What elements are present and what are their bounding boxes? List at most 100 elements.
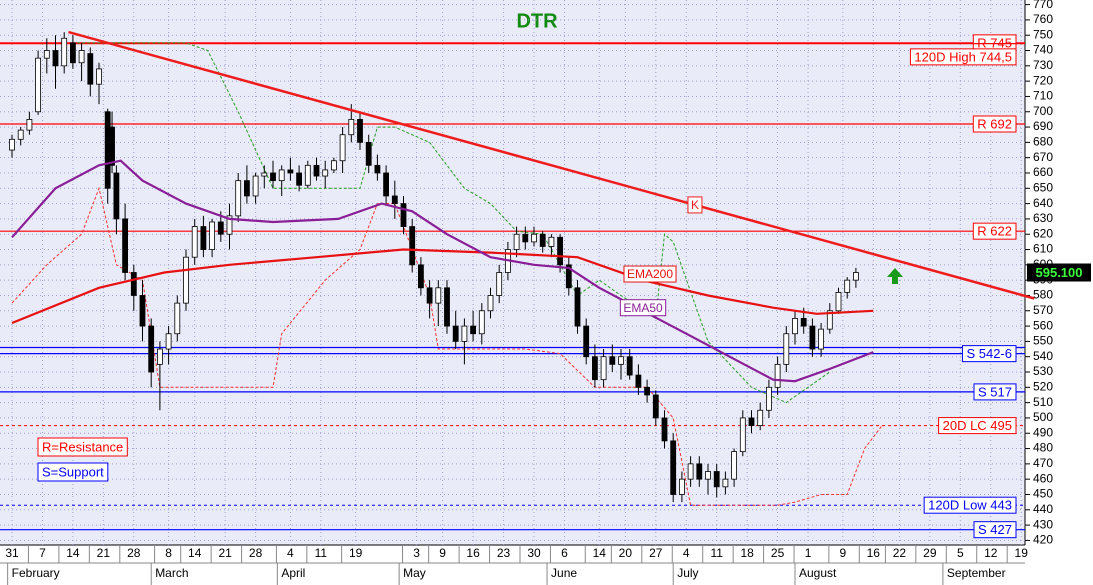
candle-body — [592, 356, 598, 381]
level-label-box — [972, 115, 1017, 133]
x-tick-label: 16 — [867, 546, 881, 560]
level-label: S 427 — [978, 522, 1012, 537]
y-tick-label: 640 — [1033, 196, 1053, 210]
candle-body — [374, 164, 381, 174]
x-tick-label: 7 — [39, 546, 46, 560]
candle-body — [618, 356, 624, 365]
legend-text: R=Resistance — [42, 439, 123, 454]
x-tick-label: 6 — [561, 546, 568, 560]
x-tick-label: 4 — [683, 546, 690, 560]
candle-body — [26, 119, 33, 131]
y-tick-label: 490 — [1033, 425, 1053, 439]
candle-body — [365, 141, 372, 166]
candle-body — [583, 325, 590, 358]
y-tick-label: 750 — [1033, 27, 1053, 41]
y-tick-label: 610 — [1033, 242, 1053, 256]
ma-line — [11, 159, 874, 383]
candle-body — [452, 325, 459, 342]
candle-body — [644, 386, 650, 396]
y-tick-label: 710 — [1033, 89, 1053, 103]
level-label-box — [973, 383, 1017, 401]
y-tick-label: 630 — [1033, 211, 1053, 225]
y-tick-label: 720 — [1033, 73, 1053, 87]
y-tick-label: 420 — [1033, 533, 1053, 547]
candle-body — [156, 348, 163, 365]
y-tick-label: 650 — [1033, 180, 1053, 194]
candle-body — [835, 292, 842, 312]
month-label: July — [677, 566, 698, 580]
candle-body — [513, 233, 520, 250]
month-label: May — [403, 566, 426, 580]
candle-body — [313, 164, 320, 177]
level-label: 20D LC 495 — [943, 418, 1012, 433]
y-tick-label: 770 — [1033, 0, 1053, 11]
trend-label: K — [691, 198, 699, 212]
x-tick-label: 18 — [740, 546, 754, 560]
candle-body — [809, 325, 816, 350]
month-label: April — [281, 566, 305, 580]
up-arrow — [887, 268, 903, 284]
level-label: R 745 — [977, 35, 1012, 50]
candle-body — [487, 295, 494, 312]
x-tick-label: 19 — [349, 546, 363, 560]
candle-body — [565, 264, 572, 289]
candle-body — [687, 463, 694, 480]
candle-body — [61, 37, 68, 67]
y-tick-label: 730 — [1033, 58, 1053, 72]
level-label-box — [938, 417, 1017, 435]
x-tick-label: 21 — [97, 546, 111, 560]
y-tick-label: 530 — [1033, 364, 1053, 378]
y-tick-label: 510 — [1033, 395, 1053, 409]
level-label: 120D Low 443 — [928, 498, 1012, 513]
level-label: S 517 — [978, 384, 1012, 399]
x-tick-label: 3 — [413, 546, 420, 560]
y-tick-label: 700 — [1033, 104, 1053, 118]
trend-line — [68, 30, 1035, 300]
x-tick-label: 20 — [619, 546, 633, 560]
candle-body — [539, 233, 546, 247]
candle-body — [705, 471, 711, 480]
candle-body — [191, 226, 198, 258]
candle-body — [574, 287, 581, 327]
candle-body — [183, 256, 189, 304]
candle-body — [226, 215, 233, 235]
x-tick-label: 14 — [593, 546, 607, 560]
candle-body — [461, 325, 468, 342]
channel-line — [77, 42, 831, 404]
candle-body — [217, 221, 224, 235]
y-tick-label: 670 — [1033, 150, 1053, 164]
candle-body — [9, 138, 15, 151]
x-tick-label: 19 — [1015, 546, 1029, 560]
x-tick-label: 25 — [771, 546, 785, 560]
candle-body — [774, 363, 781, 388]
y-tick-label: 430 — [1033, 517, 1053, 531]
x-tick-label: 11 — [710, 546, 723, 560]
month-label: August — [799, 566, 837, 580]
x-tick-label: 27 — [649, 546, 663, 560]
y-tick-label: 660 — [1033, 165, 1053, 179]
level-label: S 542-6 — [966, 346, 1012, 361]
candle-body — [652, 394, 659, 419]
candle-body — [174, 302, 181, 335]
level-label-box — [961, 345, 1017, 363]
chart-title: DTR — [516, 10, 558, 32]
candle-body — [757, 409, 764, 426]
candle-body — [600, 356, 607, 381]
candle-body — [17, 129, 24, 140]
level-label-box — [923, 496, 1017, 514]
candle-body — [78, 50, 85, 64]
candle-body — [696, 463, 703, 480]
level-label-box — [909, 48, 1017, 66]
candle-body — [496, 272, 503, 296]
ma-label-box — [619, 299, 667, 317]
y-tick-label: 740 — [1033, 43, 1053, 57]
candle-body — [826, 310, 833, 330]
month-label: June — [551, 566, 577, 580]
candle-body — [348, 119, 355, 136]
candle-body — [139, 295, 146, 327]
y-tick-label: 440 — [1033, 502, 1053, 516]
candle-body — [478, 310, 485, 335]
candle-body — [531, 233, 537, 243]
candle-body — [426, 287, 433, 304]
